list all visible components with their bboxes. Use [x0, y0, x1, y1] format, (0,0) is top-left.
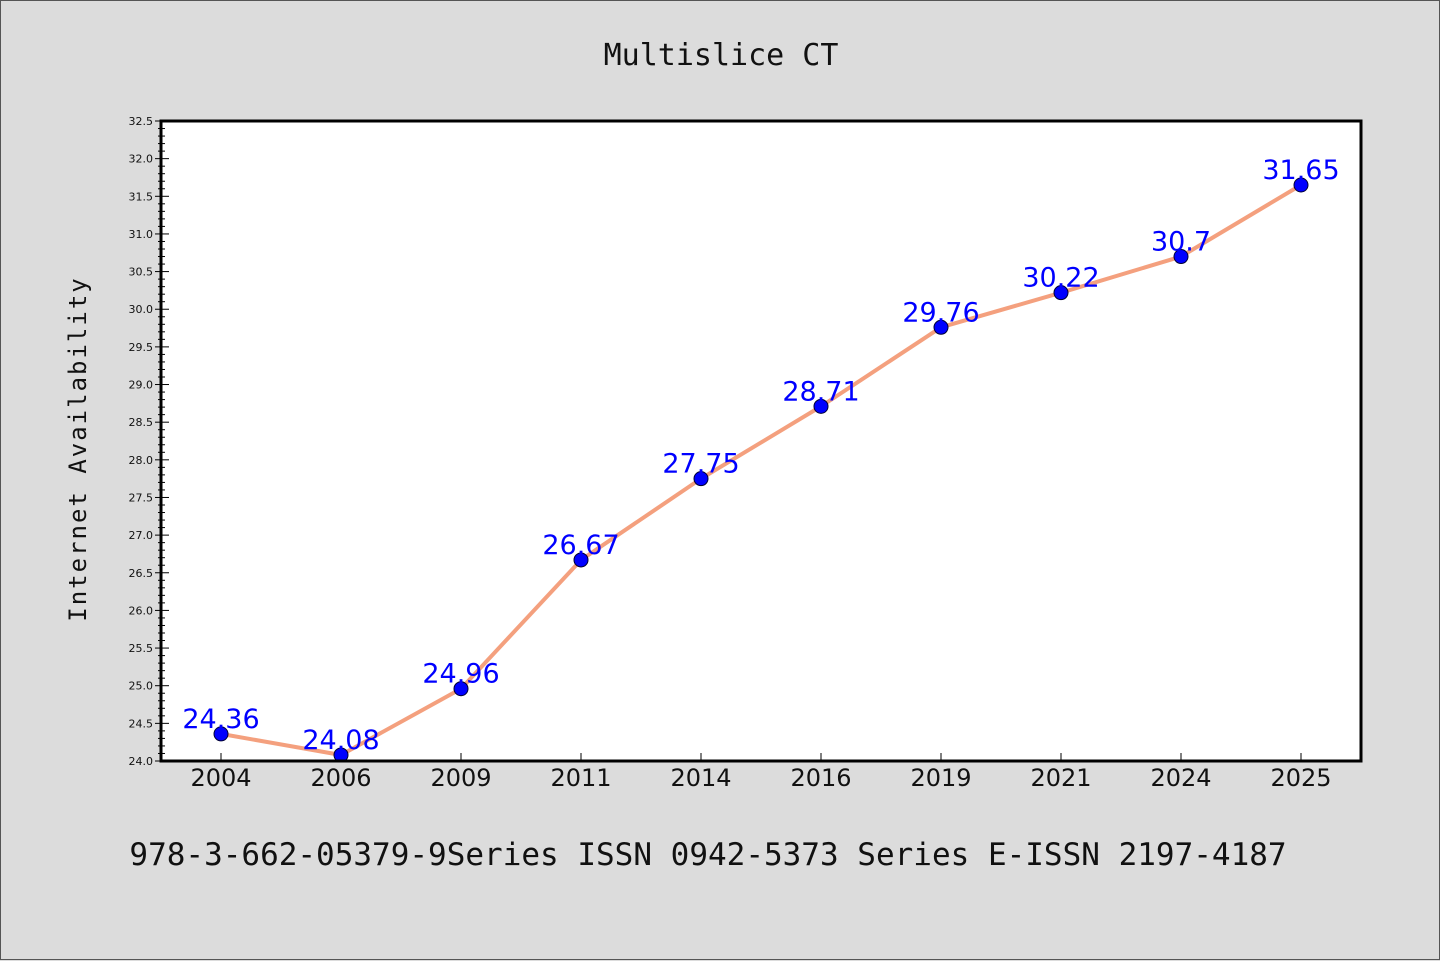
series-line-group — [219, 183, 1303, 757]
data-point — [933, 319, 949, 335]
x-tick-label: 2024 — [1150, 764, 1211, 792]
data-label: 30.7 — [1151, 227, 1211, 258]
y-tick-label: 29.5 — [129, 341, 154, 354]
x-tick-label: 2009 — [430, 764, 491, 792]
chart-title: Multislice CT — [604, 38, 839, 73]
x-axis-ticks: 2004 2006 2009 2011 2014 2016 2019 2021 2024 2025 — [190, 753, 1332, 792]
y-tick-label: 27.0 — [129, 529, 154, 542]
data-label: 26.67 — [542, 530, 619, 561]
series-line — [219, 183, 1303, 757]
y-tick-label: 32.5 — [129, 115, 154, 128]
y-axis-label: Internet Availability — [64, 276, 92, 621]
y-tick-label: 24.5 — [129, 717, 154, 730]
data-point — [1053, 285, 1069, 301]
data-point — [573, 552, 589, 568]
y-tick-label: 31.5 — [129, 190, 154, 203]
y-tick-label: 25.0 — [129, 680, 154, 693]
x-tick-label: 2006 — [310, 764, 371, 792]
y-tick-label: 25.5 — [129, 642, 154, 655]
data-label: 30.22 — [1022, 263, 1099, 294]
footer-isbn-issn: 978-3-662-05379-9Series ISSN 0942-5373 S… — [129, 837, 1286, 873]
y-tick-label: 26.0 — [129, 604, 154, 617]
x-tick-label: 2019 — [910, 764, 971, 792]
data-point — [1173, 249, 1189, 265]
data-point — [453, 681, 469, 697]
x-tick-label: 2021 — [1030, 764, 1091, 792]
data-label: 24.08 — [302, 725, 379, 756]
data-label: 24.36 — [182, 704, 259, 735]
y-tick-label: 32.0 — [129, 153, 154, 166]
x-tick-label: 2025 — [1270, 764, 1331, 792]
plot-border — [159, 119, 1363, 763]
data-point — [213, 726, 229, 742]
data-point — [1293, 177, 1309, 193]
y-tick-label: 27.5 — [129, 491, 154, 504]
data-label: 31.65 — [1262, 155, 1339, 186]
y-tick-label: 28.0 — [129, 454, 154, 467]
y-tick-label: 24.0 — [129, 755, 154, 768]
data-label: 24.96 — [422, 659, 499, 690]
data-labels: 24.36 24.08 24.96 26.67 27.75 28.71 29.76 30.22… — [182, 155, 1339, 756]
x-tick-label: 2004 — [190, 764, 251, 792]
data-markers — [213, 177, 1309, 763]
y-axis-ticks: 24.0 24.5 25.0 25.5 26.0 26.5 27.0 27.5 28.0 28.5… — [129, 115, 169, 768]
y-tick-label: 28.5 — [129, 416, 154, 429]
y-tick-label: 29.0 — [129, 379, 154, 392]
data-point — [693, 471, 709, 487]
data-label: 29.76 — [902, 297, 979, 328]
y-tick-label: 30.5 — [129, 266, 154, 279]
data-point — [813, 398, 829, 414]
y-tick-label: 26.5 — [129, 567, 154, 580]
x-tick-label: 2011 — [550, 764, 611, 792]
data-label: 27.75 — [662, 449, 739, 480]
x-tick-label: 2014 — [670, 764, 731, 792]
y-tick-label: 30.0 — [129, 303, 154, 316]
y-tick-label: 31.0 — [129, 228, 154, 241]
data-label: 28.71 — [782, 376, 859, 407]
x-tick-label: 2016 — [790, 764, 851, 792]
